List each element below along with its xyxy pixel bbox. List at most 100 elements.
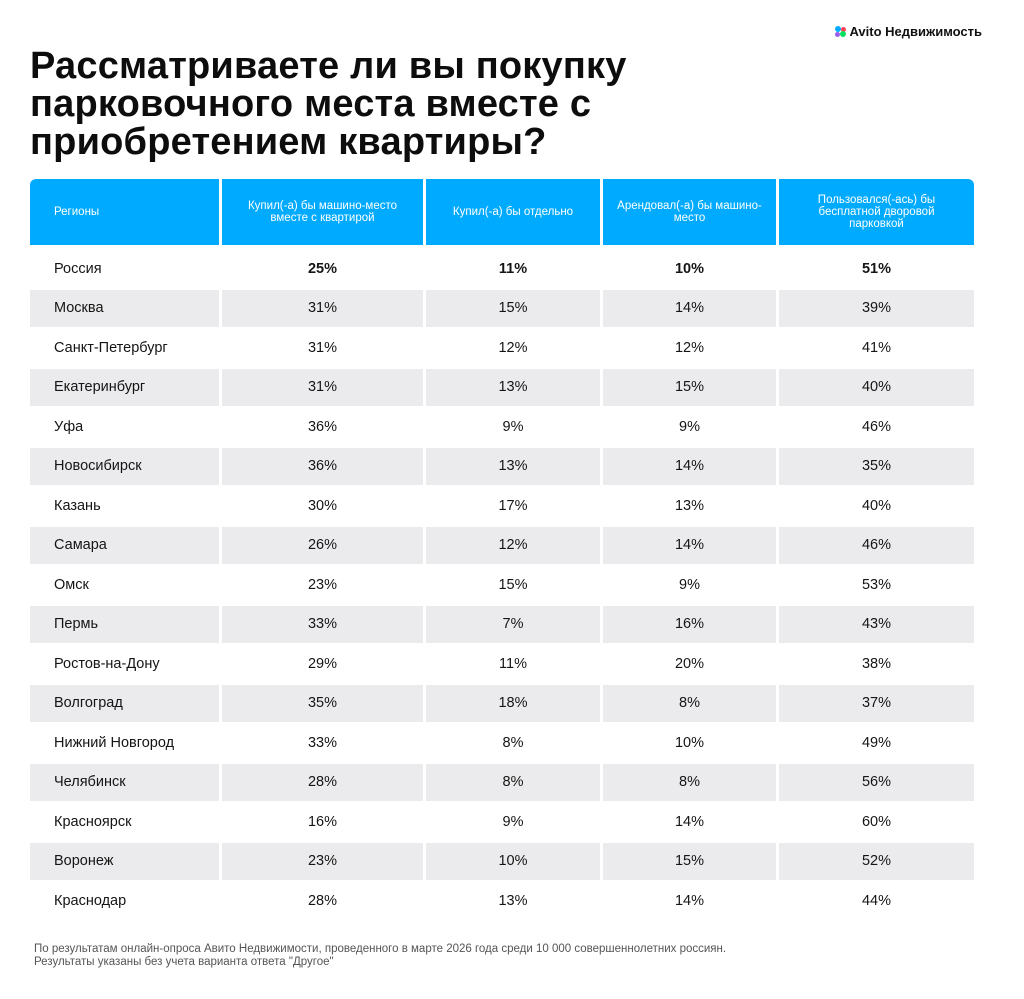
table-row: Нижний Новгород 33% 8% 10% 49% [30,724,974,761]
value-cell: 8% [426,763,600,801]
value-cell: 36% [222,447,423,485]
value-cell: 40% [779,368,974,406]
value-cell: 33% [307,734,338,751]
value-cell: 30% [307,497,338,514]
region-cell: Екатеринбург [30,368,219,406]
table-row: Самара 26% 12% 14% 46% [30,526,974,564]
table-row: Пермь 33% 7% 16% 43% [30,605,974,643]
region-cell: Новосибирск [30,447,219,485]
value-cell: 43% [779,605,974,643]
value-cell: 13% [674,497,705,514]
value-cell: 60% [861,813,892,830]
value-cell: 15% [498,576,528,593]
header-buy-with-apartment: Купил(-а) бы машино-место вместе с кварт… [222,179,423,245]
region-cell: Красноярск [54,813,132,830]
value-cell: 8% [603,763,776,801]
value-cell: 53% [861,576,892,593]
value-cell: 37% [779,684,974,722]
value-cell: 10% [426,842,600,880]
table-body: Россия 25% 11% 10% 51% Москва 31% 15% 14% 39% Санк… [30,250,974,919]
value-cell: 15% [603,842,776,880]
value-cell: 28% [307,892,338,909]
header-buy-separately: Купил(-а) бы отдельно [426,179,600,245]
table-row: Россия 25% 11% 10% 51% [30,250,974,287]
value-cell: 12% [426,526,600,564]
value-cell: 14% [603,447,776,485]
table-row: Уфа 36% 9% 9% 46% [30,408,974,445]
region-cell: Волгоград [30,684,219,722]
value-cell: 33% [222,605,423,643]
avito-logo: Avito Недвижимость [834,24,982,39]
value-cell: 46% [861,418,892,435]
table-row: Екатеринбург 31% 13% 15% 40% [30,368,974,406]
value-cell: 13% [426,368,600,406]
value-cell: 11% [499,655,527,672]
region-cell: Санкт-Петербург [54,339,168,356]
value-cell: 31% [222,289,423,327]
value-cell: 15% [603,368,776,406]
value-cell: 31% [222,368,423,406]
footnote-line-1: По результатам онлайн-опроса Авито Недви… [34,943,727,955]
header-rent: Арендовал(-а) бы машино-место [603,179,776,245]
value-cell: 13% [498,892,528,909]
value-cell: 56% [779,763,974,801]
region-cell: Самара [30,526,219,564]
value-cell: 44% [861,892,892,909]
value-cell: 14% [603,289,776,327]
header-free-yard-parking: Пользовался(-ась) бы бесплатной дворовой… [779,179,974,245]
region-cell: Ростов-на-Дону [54,655,160,672]
value-cell: 14% [674,813,705,830]
region-cell: Москва [30,289,219,327]
value-cell: 10% [674,260,705,277]
region-cell: Челябинск [30,763,219,801]
value-cell: 31% [307,339,338,356]
table-row: Омск 23% 15% 9% 53% [30,566,974,603]
avito-dots-icon [834,25,847,38]
value-cell: 9% [679,576,700,593]
region-cell: Краснодар [54,892,127,909]
value-cell: 52% [779,842,974,880]
value-cell: 49% [861,734,892,751]
value-cell: 8% [502,734,524,751]
table-row: Красноярск 16% 9% 14% 60% [30,803,974,840]
region-cell: Воронеж [30,842,219,880]
table-row: Челябинск 28% 8% 8% 56% [30,763,974,801]
value-cell: 15% [426,289,600,327]
value-cell: 46% [779,526,974,564]
value-cell: 13% [426,447,600,485]
value-cell: 14% [674,892,705,909]
footnote-line-2: Результаты указаны без учета варианта от… [34,955,334,968]
value-cell: 20% [674,655,705,672]
survey-table: Регионы Купил(-а) бы машино-место вместе… [30,179,974,922]
page-title: Рассматриваете ли вы покупку парковочног… [30,45,627,164]
value-cell: 41% [861,339,892,356]
value-cell: 7% [426,605,600,643]
table-header: Регионы Купил(-а) бы машино-место вместе… [30,179,974,245]
footnote: По результатам онлайн-опроса Авито Недви… [34,943,726,968]
value-cell: 35% [779,447,974,485]
value-cell: 29% [307,655,338,672]
table-row: Санкт-Петербург 31% 12% 12% 41% [30,329,974,366]
table-row: Москва 31% 15% 14% 39% [30,289,974,327]
value-cell: 18% [426,684,600,722]
value-cell: 40% [861,497,892,514]
value-cell: 35% [222,684,423,722]
region-cell: Нижний Новгород [54,734,175,751]
region-cell: Россия [54,260,102,277]
value-cell: 9% [679,418,700,435]
value-cell: 16% [307,813,338,830]
value-cell: 23% [222,842,423,880]
header-regions: Регионы [30,179,219,245]
value-cell: 11% [498,260,528,277]
table-row: Волгоград 35% 18% 8% 37% [30,684,974,722]
value-cell: 9% [502,418,524,435]
value-cell: 25% [307,260,338,277]
value-cell: 38% [861,655,892,672]
value-cell: 17% [498,497,528,514]
value-cell: 10% [674,734,705,751]
value-cell: 26% [222,526,423,564]
value-cell: 12% [498,339,528,356]
table-row: Ростов-на-Дону 29% 11% 20% 38% [30,645,974,682]
region-cell: Омск [54,576,89,593]
table-row: Воронеж 23% 10% 15% 52% [30,842,974,880]
